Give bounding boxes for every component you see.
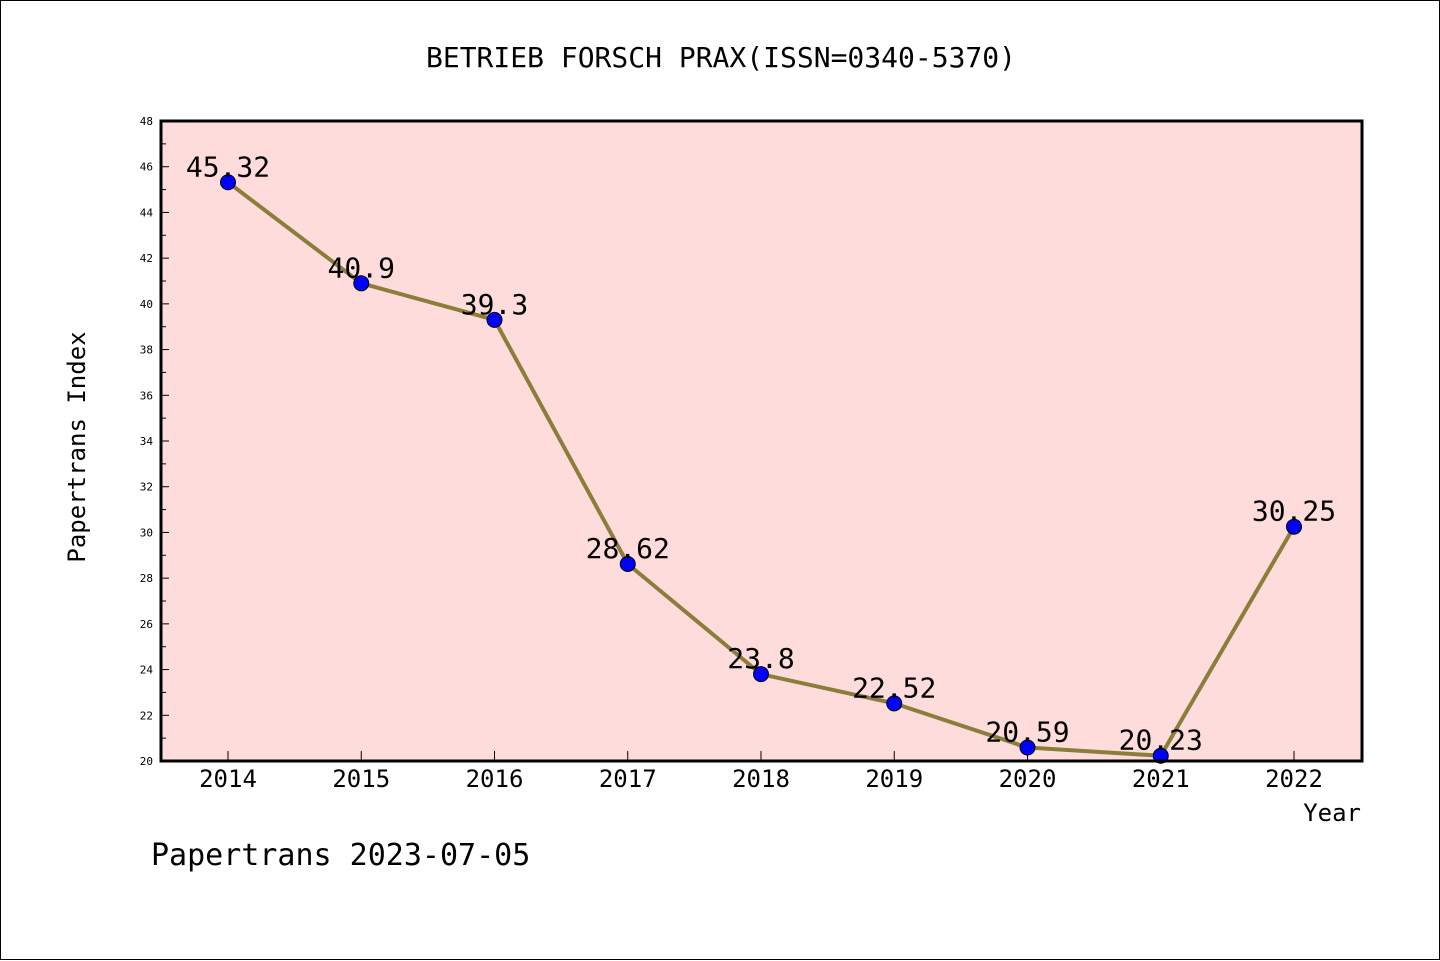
y-tick-label: 32 — [140, 481, 153, 494]
y-tick-label: 42 — [140, 252, 153, 265]
data-point — [619, 555, 636, 572]
y-tick-label: 34 — [140, 435, 154, 448]
y-tick-label: 38 — [140, 344, 153, 357]
y-axis-ticks: 20 22 24 26 28 30 32 34 36 38 40 42 44 46 48 — [140, 115, 169, 768]
data-point — [1286, 518, 1302, 535]
x-tick-label: 2020 — [999, 765, 1057, 793]
x-tick-label: 2021 — [1132, 765, 1190, 793]
data-label: 20.23 — [1119, 724, 1203, 757]
data-point — [220, 174, 236, 191]
plot-area — [161, 121, 1362, 761]
x-tick-label: 2018 — [732, 765, 790, 793]
y-tick-label: 36 — [140, 389, 153, 402]
data-label: 23.8 — [727, 642, 794, 675]
chart-title: BETRIEB FORSCH PRAX(ISSN=0340-5370) — [426, 41, 1016, 74]
y-tick-label: 22 — [140, 709, 153, 722]
y-tick-label: 40 — [140, 298, 153, 311]
plot-border — [159, 119, 1364, 763]
y-tick-label: 24 — [140, 664, 154, 677]
y-tick-label: 48 — [140, 115, 153, 128]
data-point — [753, 666, 769, 683]
data-label: 28.62 — [586, 532, 670, 565]
y-tick-label: 46 — [140, 161, 153, 174]
data-label: 22.52 — [852, 671, 936, 704]
data-label: 39.3 — [461, 288, 528, 321]
data-label: 20.59 — [985, 716, 1069, 749]
data-label: 45.32 — [186, 150, 270, 183]
data-labels: 45.32 40.9 39.3 28.62 23.8 22.52 20.59 20.23 30.… — [186, 150, 1336, 756]
y-tick-label: 28 — [140, 572, 153, 585]
data-point — [1019, 739, 1036, 756]
data-label: 30.25 — [1252, 495, 1336, 528]
y-axis-label: Papertrans Index — [63, 331, 91, 562]
y-tick-label: 20 — [140, 755, 153, 768]
x-tick-label: 2022 — [1265, 765, 1323, 793]
x-tick-label: 2015 — [332, 765, 390, 793]
data-points — [220, 174, 1302, 764]
data-point — [886, 695, 903, 712]
x-axis-ticks: 2014 2015 2016 2017 2018 2019 2020 2021 2022 — [199, 751, 1323, 793]
data-label: 40.9 — [328, 251, 395, 284]
y-tick-label: 30 — [140, 526, 153, 539]
data-point — [1152, 747, 1169, 764]
x-tick-label: 2016 — [466, 765, 524, 793]
data-point — [486, 311, 503, 328]
y-tick-label: 26 — [140, 618, 153, 631]
x-tick-label: 2017 — [599, 765, 657, 793]
footer-text: Papertrans 2023-07-05 — [151, 838, 530, 873]
data-point — [353, 275, 370, 292]
x-tick-label: 2014 — [199, 765, 257, 793]
x-tick-label: 2019 — [865, 765, 923, 793]
x-axis-label: Year — [1303, 799, 1361, 827]
y-tick-label: 44 — [140, 206, 154, 219]
